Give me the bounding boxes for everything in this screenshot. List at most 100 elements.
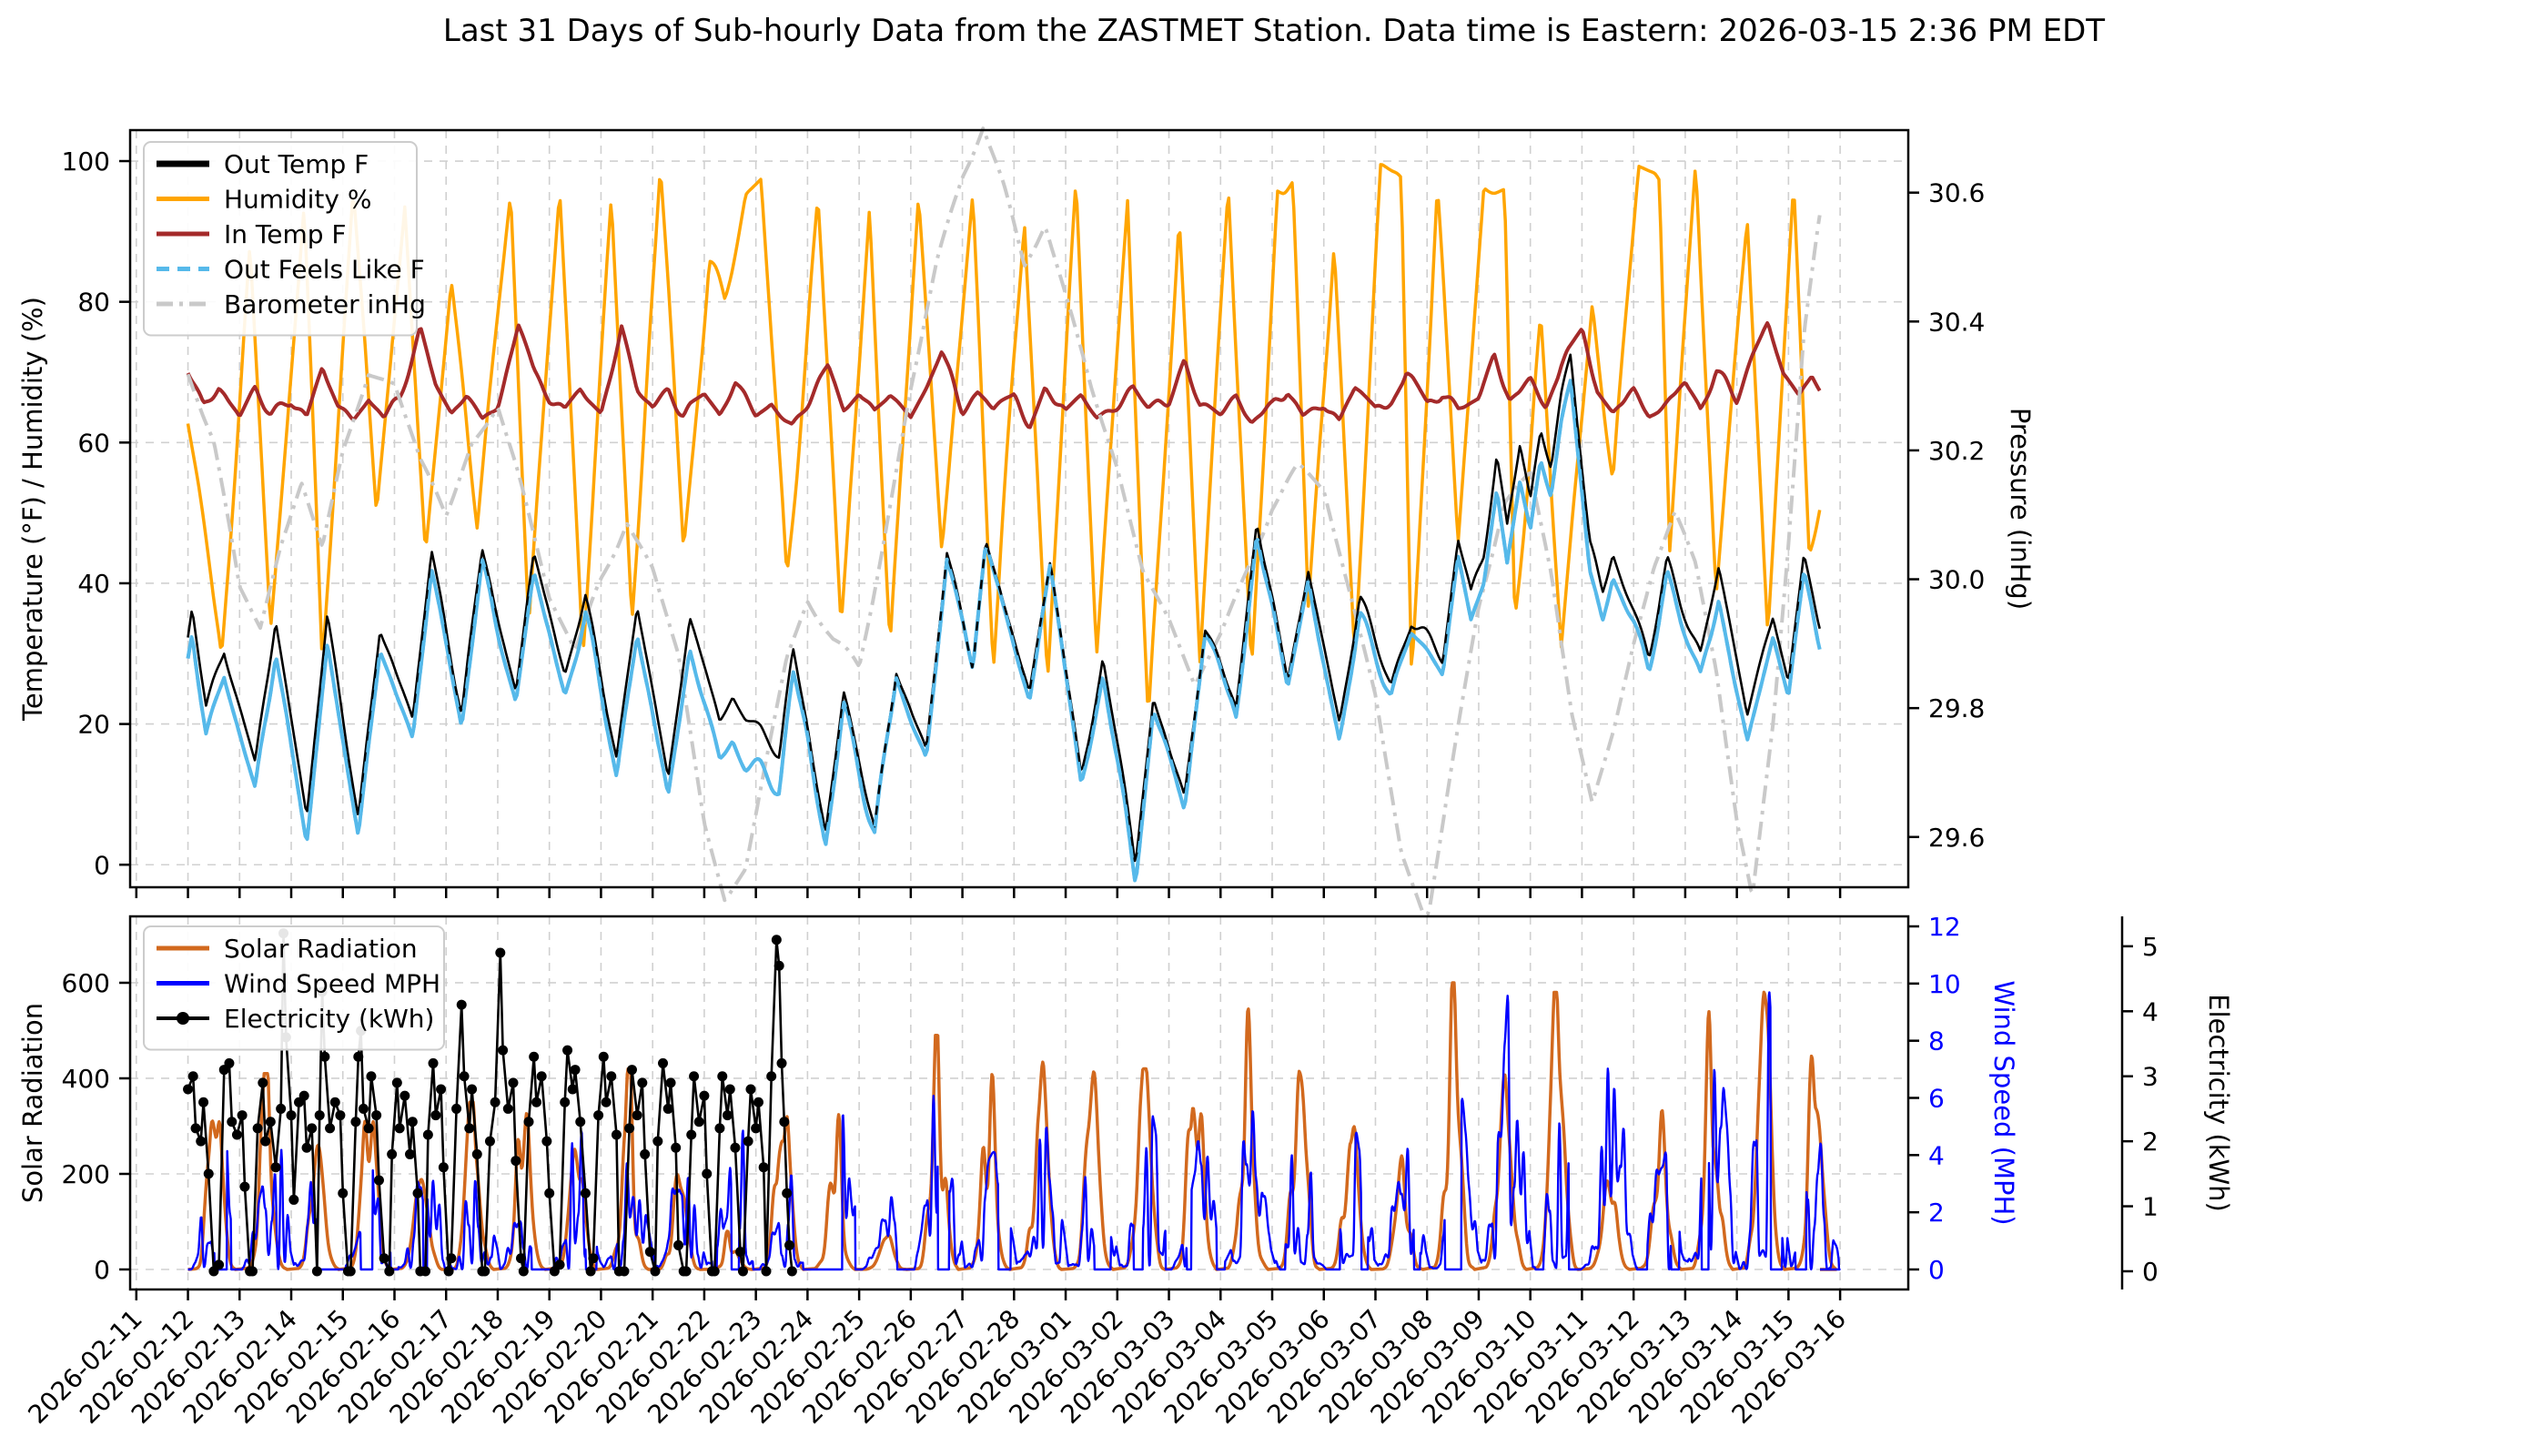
electricity-marker — [699, 1090, 710, 1101]
electricity-marker — [428, 1057, 439, 1068]
electricity-marker — [714, 1123, 725, 1134]
electricity-marker — [366, 1071, 377, 1082]
electricity-marker — [436, 1084, 447, 1095]
electricity-tick-label: 0 — [2142, 1257, 2159, 1287]
temp-tick-label: 80 — [77, 288, 110, 318]
electricity-marker — [606, 1071, 617, 1082]
top-legend-box — [143, 141, 418, 337]
electricity-marker — [745, 1084, 756, 1095]
bottom-legend-box — [143, 925, 445, 1051]
electricity-marker — [412, 1188, 423, 1198]
wind-tick-label: 10 — [1928, 969, 1961, 999]
electricity-marker — [511, 1156, 521, 1167]
electricity-marker — [187, 1071, 198, 1082]
electricity-marker — [554, 1259, 565, 1270]
solar-tick-label: 0 — [94, 1255, 110, 1285]
electricity-marker — [766, 1071, 777, 1082]
temp-tick-label: 60 — [77, 428, 110, 458]
top-legend-label-out_temp: Out Temp F — [224, 149, 369, 179]
electricity-marker — [585, 1266, 596, 1277]
electricity-marker — [288, 1194, 299, 1205]
electricity-marker — [446, 1253, 457, 1264]
top-axes-frame — [128, 128, 1910, 889]
electricity-marker — [252, 1123, 263, 1134]
electricity-marker — [451, 1103, 462, 1114]
electricity-marker — [774, 960, 784, 971]
electricity-marker — [325, 1123, 336, 1134]
electricity-marker — [358, 1103, 369, 1114]
electricity-marker — [391, 1077, 402, 1088]
electricity-marker — [751, 1123, 762, 1134]
series-barometer — [186, 126, 1822, 916]
electricity-marker — [196, 1136, 207, 1147]
electricity-marker — [407, 1117, 418, 1127]
electricity-marker — [183, 1084, 194, 1095]
electricity-marker — [665, 1077, 676, 1088]
electricity-marker — [301, 1142, 312, 1153]
electricity-marker — [637, 1077, 648, 1088]
electricity-marker — [214, 1259, 225, 1270]
electricity-axis-title: Electricity (kWh) — [2203, 994, 2234, 1212]
electricity-marker — [735, 1247, 746, 1258]
top-left-axis-title: Temperature (°F) / Humidity (%) — [17, 297, 48, 722]
electricity-marker — [737, 1266, 748, 1277]
electricity-marker — [562, 1045, 573, 1056]
electricity-marker — [753, 1097, 763, 1107]
electricity-marker — [611, 1129, 622, 1140]
electricity-marker — [689, 1071, 700, 1082]
electricity-marker — [588, 1253, 599, 1264]
electricity-marker — [490, 1097, 500, 1107]
pressure-tick-label: 30.6 — [1928, 178, 1985, 208]
electricity-marker — [724, 1084, 735, 1095]
series-solar — [187, 981, 1838, 1271]
bottom-legend-label-solar: Solar Radiation — [224, 934, 418, 964]
electricity-marker — [580, 1188, 591, 1198]
series-humidity — [186, 163, 1822, 703]
electricity-marker — [779, 1117, 790, 1127]
electricity-tick-label: 5 — [2142, 932, 2159, 962]
electricity-marker — [480, 1266, 490, 1277]
pressure-tick-label: 29.6 — [1928, 823, 1985, 853]
electricity-marker — [518, 1266, 529, 1277]
electricity-marker — [286, 1110, 297, 1121]
series-wind — [187, 991, 1841, 1271]
electricity-marker — [502, 1103, 513, 1114]
electricity-marker — [632, 1110, 642, 1121]
electricity-marker — [338, 1188, 349, 1198]
electricity-marker — [422, 1129, 433, 1140]
electricity-marker — [508, 1077, 519, 1088]
electricity-marker — [758, 1162, 769, 1173]
electricity-marker — [541, 1136, 552, 1147]
electricity-marker — [311, 1266, 322, 1277]
electricity-marker — [640, 1148, 651, 1159]
electricity-marker — [298, 1090, 309, 1101]
electricity-marker — [786, 1266, 797, 1277]
electricity-marker — [464, 1123, 475, 1134]
electricity-marker — [394, 1123, 405, 1134]
solar-tick-label: 600 — [62, 968, 110, 998]
electricity-marker — [575, 1117, 586, 1127]
electricity-marker — [379, 1253, 389, 1264]
electricity-marker — [307, 1123, 318, 1134]
electricity-marker — [730, 1142, 741, 1153]
electricity-marker — [276, 1103, 287, 1114]
electricity-marker — [626, 1065, 637, 1076]
top-legend-label-in_temp: In Temp F — [224, 219, 347, 249]
electricity-marker — [717, 1071, 728, 1082]
bottom-axes-frame — [128, 915, 1910, 1291]
temp-tick-label: 0 — [94, 850, 110, 880]
electricity-marker — [658, 1057, 669, 1068]
electricity-marker — [190, 1123, 201, 1134]
electricity-marker — [227, 1117, 238, 1127]
electricity-marker — [443, 1266, 454, 1277]
electricity-tick-label: 3 — [2142, 1062, 2159, 1092]
bottom-legend-label-electricity: Electricity (kWh) — [224, 1004, 434, 1034]
bottom-legend-marker-electricity — [177, 1012, 189, 1025]
electricity-marker — [784, 1239, 795, 1250]
bottom-legend-label-wind: Wind Speed MPH — [224, 969, 440, 999]
electricity-marker — [198, 1097, 209, 1107]
wind-tick-label: 4 — [1928, 1140, 1945, 1170]
electricity-marker — [456, 999, 467, 1010]
